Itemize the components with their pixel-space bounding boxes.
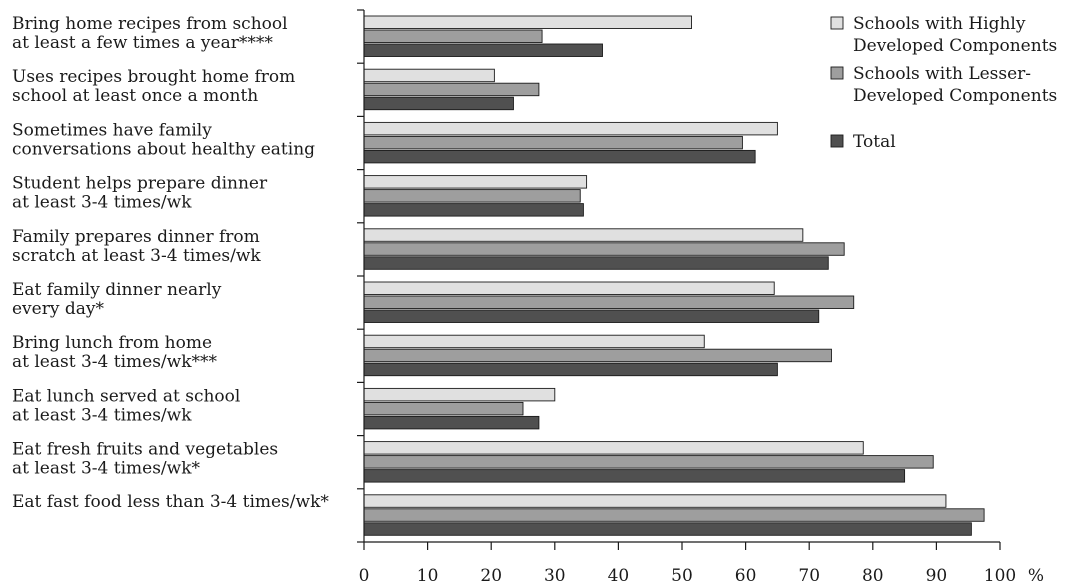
- legend-swatch-2: [830, 66, 844, 80]
- legend-swatch-1: [830, 16, 844, 30]
- category-labels: Bring home recipes from school at least a…: [12, 14, 329, 512]
- x-tick-label: 0: [359, 566, 370, 586]
- bar-series-3-cat-7: [363, 362, 778, 377]
- bar-series-2-cat-9: [363, 455, 934, 469]
- bar-series-3-cat-10: [363, 522, 972, 536]
- legend-label-3: Total: [853, 132, 896, 152]
- bar-series-2-cat-6: [363, 295, 855, 309]
- bar-series-1-cat-10: [363, 494, 947, 508]
- bar-series-2-cat-7: [363, 348, 832, 363]
- bar-series-2-cat-10: [363, 508, 985, 522]
- bar-series-1-cat-9: [363, 441, 864, 455]
- category-label: Eat fresh fruits and vegetables at least …: [12, 440, 278, 479]
- bar-series-1-cat-3: [363, 121, 778, 136]
- bar-series-3-cat-2: [363, 96, 514, 111]
- bar-series-2-cat-8: [363, 401, 524, 416]
- bar-series-2-cat-5: [363, 242, 845, 256]
- category-label: Eat family dinner nearly every day*: [12, 280, 222, 319]
- x-tick-label: 10: [417, 566, 439, 586]
- bar-series-3-cat-5: [363, 256, 829, 270]
- bar-series-3-cat-9: [363, 469, 906, 483]
- bar-series-2-cat-4: [363, 189, 581, 203]
- bar-series-1-cat-5: [363, 228, 804, 242]
- bar-series-3-cat-4: [363, 203, 584, 217]
- axes: 0 10 20 30 40 50 60 70 80 90 100%: [357, 9, 1044, 586]
- bar-series-2-cat-2: [363, 82, 540, 97]
- bar-series-3-cat-3: [363, 149, 756, 164]
- legend-label-1: Schools with Highly Developed Components: [853, 14, 1057, 56]
- x-tick-label: 30: [544, 566, 566, 586]
- legend-swatch-3: [830, 134, 844, 148]
- bar-series-1-cat-4: [363, 175, 588, 189]
- bar-series-3-cat-1: [363, 43, 603, 57]
- x-tick-label: 80: [862, 566, 884, 586]
- x-tick-label: 100: [984, 566, 1016, 586]
- bar-series-3-cat-8: [363, 415, 540, 430]
- bar-series-2-cat-1: [363, 29, 543, 43]
- legend: Schools with Highly Developed Components S…: [830, 14, 1057, 152]
- legend-label-2: Schools with Lesser-Developed Components: [853, 64, 1057, 106]
- bar-series-3-cat-6: [363, 309, 820, 323]
- x-tick-label: 20: [480, 566, 502, 586]
- x-tick-label: 70: [798, 566, 820, 586]
- x-tick-label: 60: [735, 566, 757, 586]
- category-label: Eat lunch served at school at least 3-4 t…: [12, 386, 240, 425]
- bar-series-1-cat-8: [363, 387, 556, 402]
- bar-series-1-cat-2: [363, 68, 495, 83]
- category-label: Student helps prepare dinner at least 3-4…: [12, 174, 268, 213]
- category-label: Sometimes have family conversations about…: [12, 120, 315, 159]
- category-label: Eat fast food less than 3-4 times/wk*: [12, 492, 329, 512]
- x-tick-label: 40: [608, 566, 630, 586]
- bar-series-2-cat-3: [363, 135, 743, 150]
- bar-series-1-cat-6: [363, 281, 775, 295]
- x-tick-label: 90: [926, 566, 948, 586]
- category-label: Bring home recipes from school at least a…: [12, 14, 288, 53]
- category-label: Family prepares dinner from scratch at le…: [12, 227, 261, 266]
- category-label: Bring lunch from home at least 3-4 times/…: [12, 333, 217, 372]
- bar-series-1-cat-1: [363, 15, 692, 29]
- x-axis-unit-label: %: [1028, 566, 1044, 586]
- x-tick-label: 50: [671, 566, 693, 586]
- category-label: Uses recipes brought home from school at …: [12, 67, 295, 106]
- bar-series-1-cat-7: [363, 334, 705, 349]
